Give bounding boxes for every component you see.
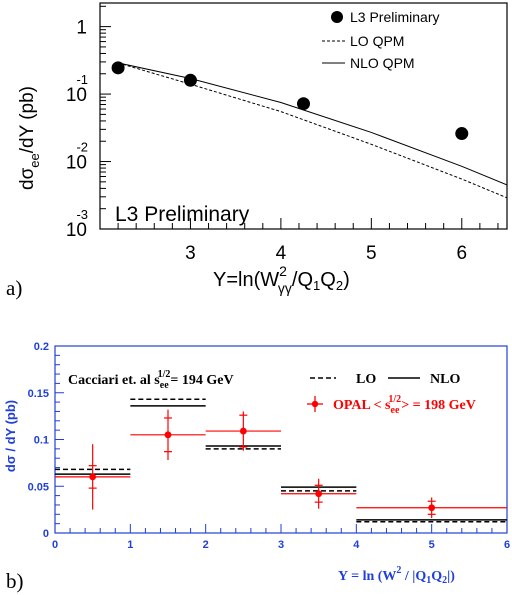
- x-tick-label: 5: [429, 539, 435, 551]
- annotation-sub: ee: [160, 380, 169, 391]
- panel-a-x-title: Y=ln(W2 γγ/Q1Q2): [213, 263, 350, 296]
- l3-point: [111, 61, 125, 75]
- x-tick-label: 4: [276, 243, 287, 264]
- panel-b-x-title-mid: / |Q: [401, 569, 426, 584]
- y-tick-label: 1: [76, 18, 87, 39]
- l3-point: [297, 97, 310, 111]
- panel-a-x-title-main: Y=ln(W: [213, 269, 279, 291]
- opal-point: [428, 504, 436, 512]
- x-tick-label: 3: [185, 243, 196, 264]
- panel-a-x-axis: 3 4 5 6: [117, 218, 499, 264]
- panel-a-y-axis: 110-110-210-3: [66, 5, 111, 241]
- panel-b-x-title: Y = ln (W2 / |Q1Q2|): [338, 565, 455, 586]
- legend-marker-l3: [331, 11, 343, 23]
- lo-qpm-curve: [117, 62, 507, 199]
- legend-label-l3: L3 Preliminary: [350, 9, 439, 25]
- panel-b-annotation: Cacciari et. al see1/2= 194 GeV: [68, 369, 234, 391]
- panel-b-y-axis: 0 0.05 0.1 0.15 0.2: [28, 341, 64, 540]
- opal-point: [315, 490, 323, 498]
- x-tick-label: 1: [127, 539, 133, 551]
- panel-a-x-title-q2: 2: [336, 278, 343, 293]
- x-tick-label: 4: [353, 539, 360, 551]
- panel-a-label: a): [6, 276, 22, 300]
- y-tick-label: 10: [66, 220, 87, 241]
- opal-point: [89, 473, 97, 481]
- panel-a-inner-label: L3 Preliminary: [115, 203, 250, 226]
- legend-label-opal: OPAL < see1/2> = 198 GeV: [333, 394, 476, 416]
- panel-b-legend: LO NLO OPAL < see1/2> = 198 GeV: [307, 372, 476, 416]
- panel-a-x-title-q1: 1: [313, 278, 320, 293]
- x-tick-label: 0: [52, 539, 58, 551]
- legend-label-nlo: NLO QPM: [350, 55, 415, 71]
- opal-sup: 1/2: [388, 394, 401, 405]
- legend-label-b-nlo: NLO: [430, 372, 460, 387]
- panel-b-x-title-sup: 2: [396, 565, 401, 576]
- panel-a-x-title-tail: /Q: [292, 269, 313, 291]
- annotation-tail: = 194 GeV: [170, 373, 233, 388]
- opal-point: [164, 431, 172, 439]
- opal-point: [239, 427, 247, 435]
- panel-b-x-axis: 0 1 2 3 4 5 6: [52, 524, 510, 551]
- x-tick-label: 3: [278, 539, 284, 551]
- legend-label-lo: LO QPM: [350, 33, 404, 49]
- opal-sub: ee: [391, 405, 400, 416]
- y-tick-label: 0.1: [34, 435, 49, 447]
- legend-label-b-lo: LO: [356, 372, 376, 387]
- y-tick-label: 0: [43, 528, 49, 540]
- panel-a-x-title-close: ): [343, 269, 350, 291]
- opal-main: OPAL < s: [333, 398, 391, 413]
- panel-a-y-title-sub: ee: [27, 153, 42, 167]
- y-tick-label: 0.05: [28, 481, 49, 493]
- x-tick-label: 2: [203, 539, 209, 551]
- panel-a-x-title-q: Q: [320, 269, 336, 291]
- annotation-main: Cacciari et. al s: [68, 373, 160, 388]
- l3-point: [183, 73, 197, 87]
- panel-a-frame: [99, 2, 508, 230]
- x-tick-label: 6: [456, 243, 467, 264]
- l3-point: [455, 127, 469, 141]
- x-tick-label: 6: [504, 539, 510, 551]
- y-tick-exponent: -3: [76, 207, 88, 222]
- panel-a-y-title-main: dσ: [17, 167, 38, 190]
- panel-b-x-title-close: |): [447, 569, 455, 584]
- panel-b-theory: [55, 398, 507, 523]
- y-tick-exponent: -2: [76, 140, 88, 155]
- panel-b-x-title-q: Q: [431, 569, 442, 584]
- y-tick-label: 0.15: [28, 388, 49, 400]
- panel-a-curves: [117, 62, 507, 199]
- annotation-sup: 1/2: [158, 369, 171, 380]
- opal-tail: > = 198 GeV: [401, 398, 476, 413]
- panel-b-x-title-main: Y = ln (W: [338, 569, 396, 584]
- panel-a-y-title-tail: /dY (pb): [17, 86, 38, 153]
- y-tick-label: 0.2: [34, 341, 49, 353]
- panel-a-legend: L3 Preliminary LO QPM NLO QPM: [322, 9, 439, 71]
- nlo-qpm-curve: [117, 62, 507, 186]
- panel-b-points: [55, 409, 507, 519]
- panel-b-x-title-q1: 1: [426, 575, 431, 586]
- panel-a-x-title-sub: γγ: [278, 280, 292, 296]
- y-tick-exponent: -1: [76, 72, 88, 87]
- panel-a-x-title-sup: 2: [279, 263, 287, 279]
- panel-b-y-title: dσ / dY (pb): [3, 400, 18, 472]
- panel-a-points: [111, 61, 469, 141]
- y-tick-label: 10: [66, 153, 87, 174]
- x-tick-label: 5: [366, 243, 377, 264]
- panel-a-y-title: dσee/dY (pb): [17, 86, 42, 190]
- panel-b-x-title-q2: 2: [442, 575, 447, 586]
- panel-b-label: b): [6, 569, 24, 593]
- y-tick-label: 10: [66, 85, 87, 106]
- legend-marker-opal: [311, 400, 319, 408]
